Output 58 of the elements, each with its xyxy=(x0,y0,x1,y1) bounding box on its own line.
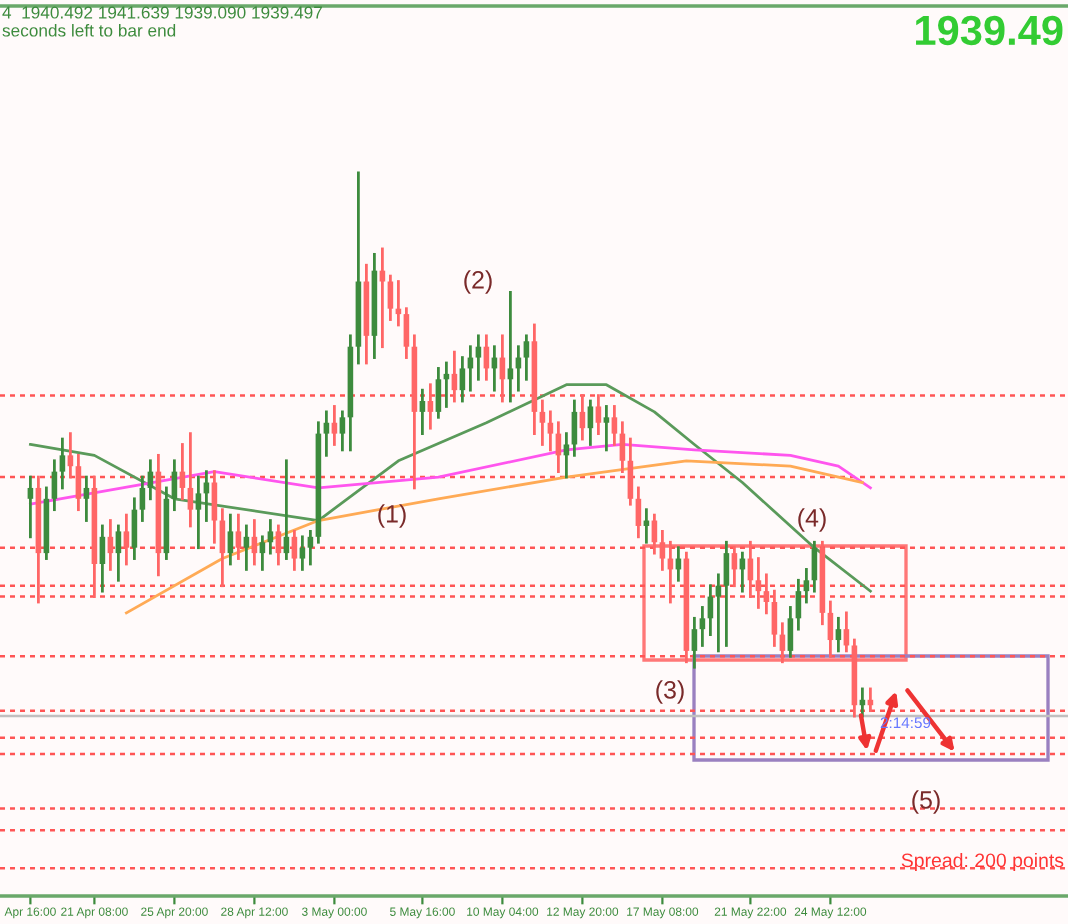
candlestick xyxy=(59,437,66,490)
candlestick xyxy=(339,410,346,452)
candlestick xyxy=(187,432,194,528)
candlestick xyxy=(379,247,386,349)
candlestick xyxy=(299,535,306,571)
candlestick xyxy=(67,432,74,479)
candlestick xyxy=(259,535,266,571)
candlestick xyxy=(715,573,722,653)
text: 4 1940.492 1941.639 1939.090 1939.497 xyxy=(2,6,322,19)
candlestick xyxy=(787,606,794,658)
text: (5) xyxy=(912,790,940,814)
candlestick xyxy=(603,405,610,452)
text: 1939.49 xyxy=(916,15,1063,46)
annotation: (2) xyxy=(464,270,492,294)
candlestick xyxy=(587,399,594,446)
candlestick xyxy=(659,530,666,571)
candlestick xyxy=(115,524,122,582)
annotation: (4) xyxy=(798,508,826,532)
candlestick xyxy=(323,410,330,457)
candlestick xyxy=(691,616,698,669)
annotation: (3) xyxy=(656,680,684,704)
candlestick xyxy=(435,367,442,419)
candlestick xyxy=(403,307,410,359)
candlestick xyxy=(227,513,234,566)
candlestick xyxy=(763,573,770,615)
candlestick xyxy=(123,513,130,566)
candlestick xyxy=(699,606,706,647)
candlestick xyxy=(803,568,810,604)
candlestick xyxy=(235,513,242,560)
candlestick xyxy=(139,475,146,522)
candlestick xyxy=(427,383,434,430)
candlestick xyxy=(507,290,514,403)
annotation: (1) xyxy=(378,504,406,528)
text: Spread: 200 points xyxy=(901,852,1064,872)
candlestick xyxy=(331,405,338,446)
candlestick xyxy=(243,524,250,571)
candlestick xyxy=(523,334,530,381)
candlestick xyxy=(419,388,426,436)
candlestick xyxy=(595,394,602,436)
candlestick xyxy=(291,530,298,571)
candlestick xyxy=(755,557,762,609)
candlestick xyxy=(267,519,274,555)
candlestick xyxy=(835,616,842,653)
candlestick xyxy=(275,524,282,566)
candlestick xyxy=(547,410,554,452)
candlestick xyxy=(539,399,546,446)
candlestick xyxy=(459,356,466,403)
candlestick xyxy=(723,540,730,647)
candlestick xyxy=(195,475,202,550)
candlestick xyxy=(75,453,82,512)
candlestick xyxy=(475,334,482,381)
candlestick xyxy=(307,530,314,566)
candlestick xyxy=(771,589,778,647)
candlestick xyxy=(563,432,570,479)
text: seconds left to bar end xyxy=(2,23,176,37)
candlestick xyxy=(83,475,90,522)
candlestick xyxy=(611,405,618,446)
candlestick xyxy=(27,475,34,539)
